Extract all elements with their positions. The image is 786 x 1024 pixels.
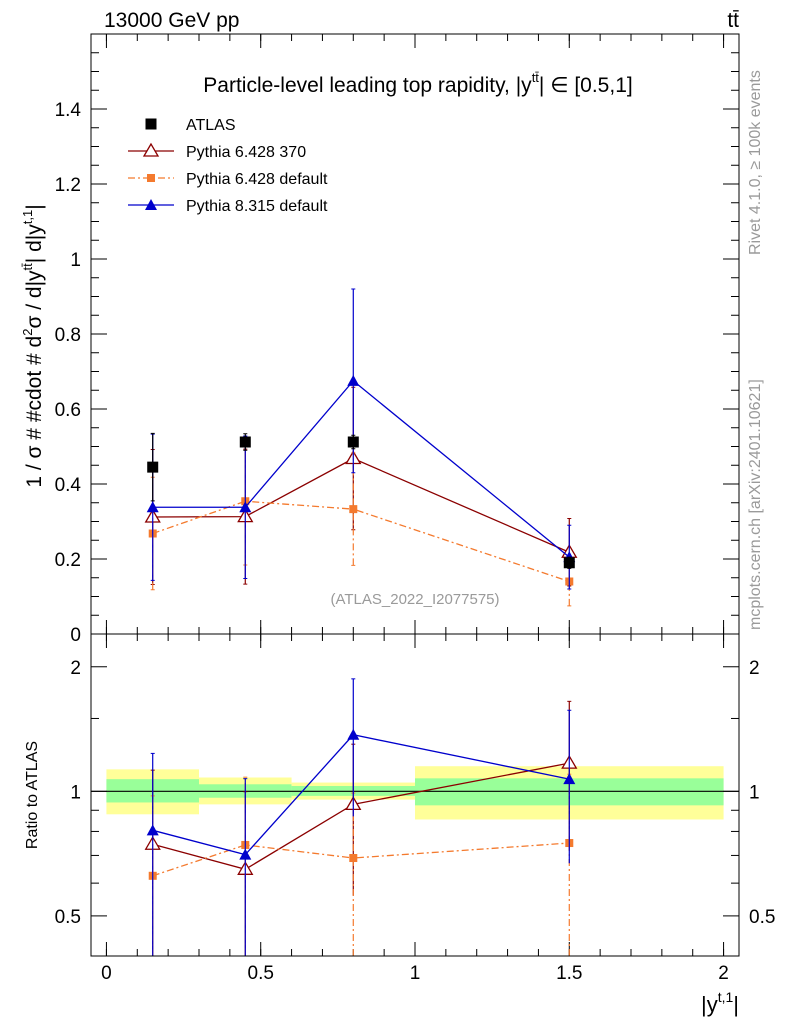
ratio-series-layer	[144, 678, 578, 956]
ratio-point	[146, 824, 159, 836]
ratio-y-tick-label-right: 0.5	[749, 907, 775, 928]
ratio-series-2	[146, 678, 576, 956]
ratio-y-tick-label: 1	[70, 782, 81, 803]
ratio-frame	[90, 633, 740, 957]
data-point	[146, 501, 159, 513]
analysis-watermark: (ATLAS_2022_I2077575)	[330, 591, 499, 608]
data-point	[239, 436, 251, 448]
y-tick-label: 0.4	[55, 475, 82, 496]
data-point	[349, 505, 358, 514]
x-tick-label: 1	[410, 963, 421, 984]
ratio-y-tick-label-right: 2	[749, 658, 760, 679]
legend-marker	[142, 142, 160, 157]
legend-marker	[147, 174, 155, 182]
ratio-line	[152, 734, 570, 856]
process-label: tt̄	[727, 9, 739, 32]
legend-marker	[145, 118, 157, 130]
x-tick-label: 0	[101, 963, 112, 984]
series-line	[152, 500, 570, 583]
data-point	[239, 501, 252, 513]
y-tick-label: 1.2	[55, 175, 81, 196]
legend-label: ATLAS	[186, 117, 236, 134]
data-point	[347, 374, 360, 386]
x-tick-label: 0.5	[248, 963, 274, 984]
legend-label: Pythia 6.428 default	[186, 171, 328, 188]
rivet-label: Rivet 4.1.0, ≥ 100k events	[747, 70, 764, 255]
y-tick-label: 0.6	[55, 400, 81, 421]
series-1	[144, 386, 578, 587]
ratio-line	[152, 842, 570, 877]
ratio-point	[349, 854, 358, 863]
series-3	[146, 288, 576, 590]
y-tick-label: 0.2	[55, 550, 81, 571]
ratio-point	[239, 848, 252, 860]
main-axis-ticks: 0 0.2 0.4 0.6 0.8 1 1.2 1.4	[55, 33, 739, 646]
x-tick-label: 2	[718, 963, 729, 984]
data-point	[563, 557, 575, 569]
y-tick-label: 0.8	[55, 325, 81, 346]
mcplots-label: mcplots.cern.ch [arXiv:2401.10621]	[747, 379, 764, 630]
legend-marker	[145, 199, 157, 210]
y-tick-label: 1.4	[55, 100, 82, 121]
ratio-point	[563, 773, 576, 785]
x-axis-title: |yt,1|	[701, 989, 739, 1017]
legend-label: Pythia 6.428 370	[186, 144, 306, 161]
ratio-axis-ticks: 0.5 0.5 1 1 2 2	[55, 634, 775, 956]
main-series-layer	[144, 288, 578, 607]
series-2	[148, 437, 574, 607]
data-point	[147, 461, 159, 473]
legend-label: Pythia 8.315 default	[186, 198, 328, 215]
ratio-y-tick-label: 2	[70, 658, 81, 679]
x-tick-label: 1.5	[556, 963, 582, 984]
ratio-y-tick-label: 0.5	[55, 907, 81, 928]
ratio-point	[347, 728, 360, 740]
y-axis-title: 1 / σ # #cdot # d2σ / d|ytt̄| d|yt,1|	[20, 204, 46, 487]
energy-label: 13000 GeV pp	[104, 9, 239, 32]
series-0	[147, 432, 575, 569]
series-line	[152, 379, 570, 558]
legend: ATLAS Pythia 6.428 370 Pythia 6.428 defaul…	[128, 117, 328, 215]
chart-title: Particle-level leading top rapidity, |yt…	[203, 70, 632, 97]
y-tick-label: 0	[70, 625, 81, 646]
y-tick-label: 1	[70, 250, 81, 271]
x-tick-labels: 0 0.5 1 1.5 2	[101, 963, 729, 984]
ratio-line	[152, 762, 570, 871]
ratio-series-0	[144, 700, 578, 956]
ratio-y-axis-title: Ratio to ATLAS	[24, 741, 41, 849]
ratio-y-tick-label-right: 1	[749, 782, 760, 803]
data-point	[347, 436, 359, 448]
